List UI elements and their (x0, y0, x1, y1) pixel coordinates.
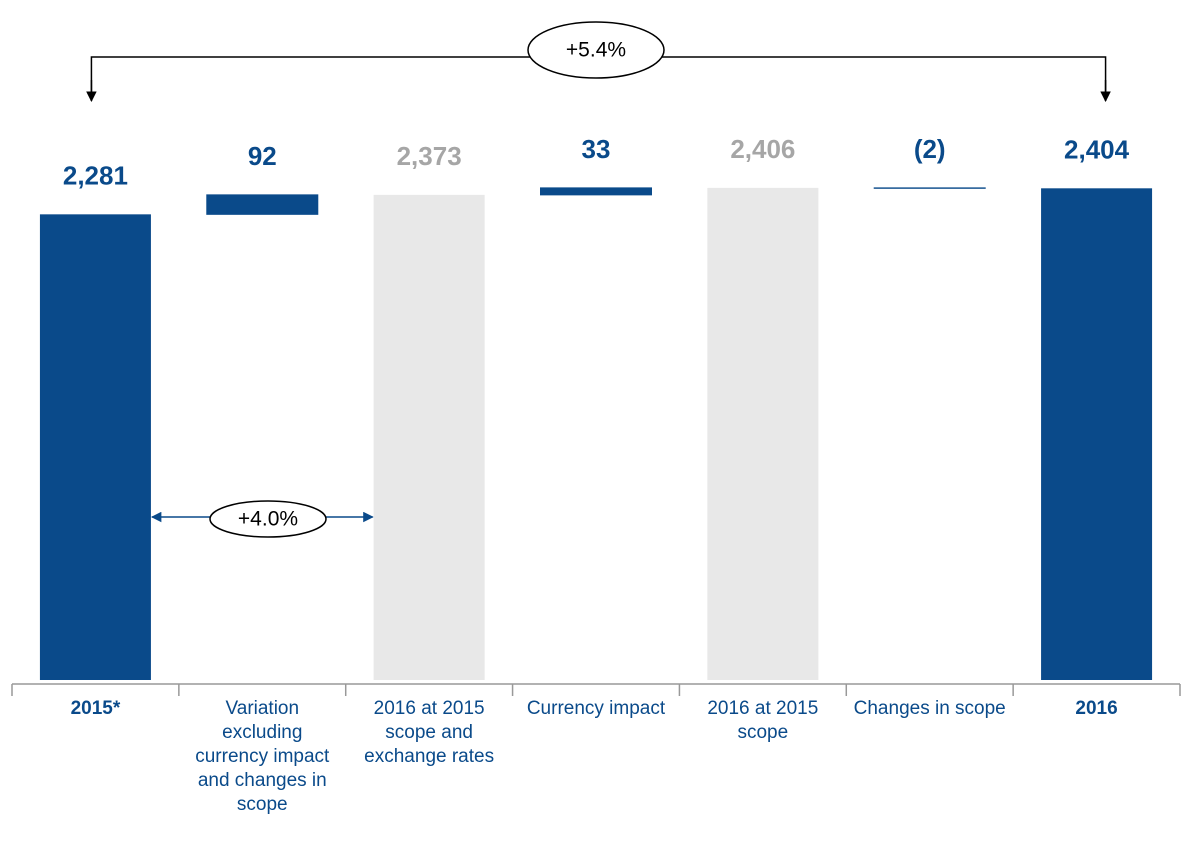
bar (1041, 188, 1153, 681)
annotation: +4.0% (238, 508, 298, 531)
value-label: (2) (914, 134, 946, 164)
annotation: +5.4% (566, 39, 626, 62)
bar (540, 187, 652, 196)
x-tick-label: 2016 at 2015 scope (707, 698, 819, 743)
x-tick-label: Variation excluding currency impact and … (195, 698, 330, 815)
value-label: 92 (248, 141, 277, 171)
x-tick-label: 2016 at 2015 scope and exchange rates (364, 698, 495, 767)
annotation-bubble (527, 21, 665, 79)
x-tick-label: 2015* (70, 698, 121, 719)
bar (373, 194, 485, 680)
value-label: 2,373 (397, 141, 462, 171)
bar (707, 187, 819, 680)
value-label: 33 (582, 134, 611, 164)
x-tick-label: Changes in scope (853, 698, 1006, 719)
x-tick-label: Currency impact (526, 698, 666, 719)
bar (206, 194, 319, 215)
bar (39, 214, 151, 681)
value-label: 2,281 (63, 160, 128, 190)
value-label: 2,404 (1064, 134, 1130, 164)
value-label: 2,406 (730, 134, 795, 164)
x-tick-label: 2016 (1075, 698, 1118, 719)
annotation-bubble (209, 500, 327, 538)
